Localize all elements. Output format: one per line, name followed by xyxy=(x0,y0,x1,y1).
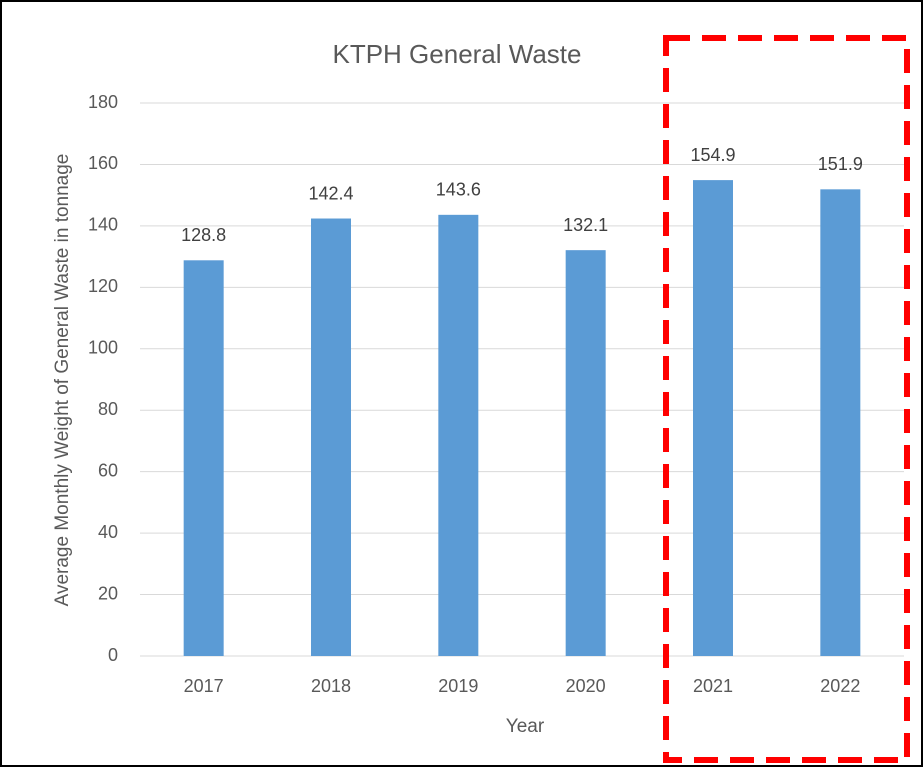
x-tick-label: 2018 xyxy=(311,676,351,696)
y-tick-label: 20 xyxy=(98,583,118,603)
x-tick-label: 2021 xyxy=(693,676,733,696)
y-tick-label: 160 xyxy=(88,153,118,173)
data-label: 128.8 xyxy=(181,225,226,245)
data-label: 143.6 xyxy=(436,180,481,200)
y-tick-label: 100 xyxy=(88,338,118,358)
plot-area: 0 20 40 60 80 100 120 140 160 180 2017 128.8 2018 142… xyxy=(88,92,904,696)
y-tick-label: 180 xyxy=(88,92,118,112)
y-axis-label: Average Monthly Weight of General Waste … xyxy=(52,154,73,607)
data-label: 154.9 xyxy=(690,145,735,165)
bar xyxy=(311,218,351,656)
bar xyxy=(438,214,479,656)
x-tick-label: 2022 xyxy=(820,676,860,696)
data-label: 151.9 xyxy=(818,154,863,174)
y-tick-label: 40 xyxy=(98,522,118,542)
bar xyxy=(183,260,224,656)
y-tick-label: 120 xyxy=(88,276,118,296)
bar xyxy=(565,250,606,657)
bar xyxy=(693,180,733,656)
y-tick-label: 0 xyxy=(108,645,118,665)
data-label: 142.4 xyxy=(308,183,353,203)
y-tick-label: 140 xyxy=(88,215,118,235)
highlight-box xyxy=(663,35,910,763)
chart-title: KTPH General Waste xyxy=(332,39,581,69)
y-tick-label: 80 xyxy=(98,399,118,419)
data-label: 132.1 xyxy=(563,215,608,235)
bar xyxy=(820,189,861,656)
x-tick-label: 2019 xyxy=(438,676,478,696)
x-tick-label: 2017 xyxy=(184,676,224,696)
y-tick-label: 60 xyxy=(98,460,118,480)
x-tick-label: 2020 xyxy=(566,676,606,696)
x-axis-label: Year xyxy=(506,716,545,737)
